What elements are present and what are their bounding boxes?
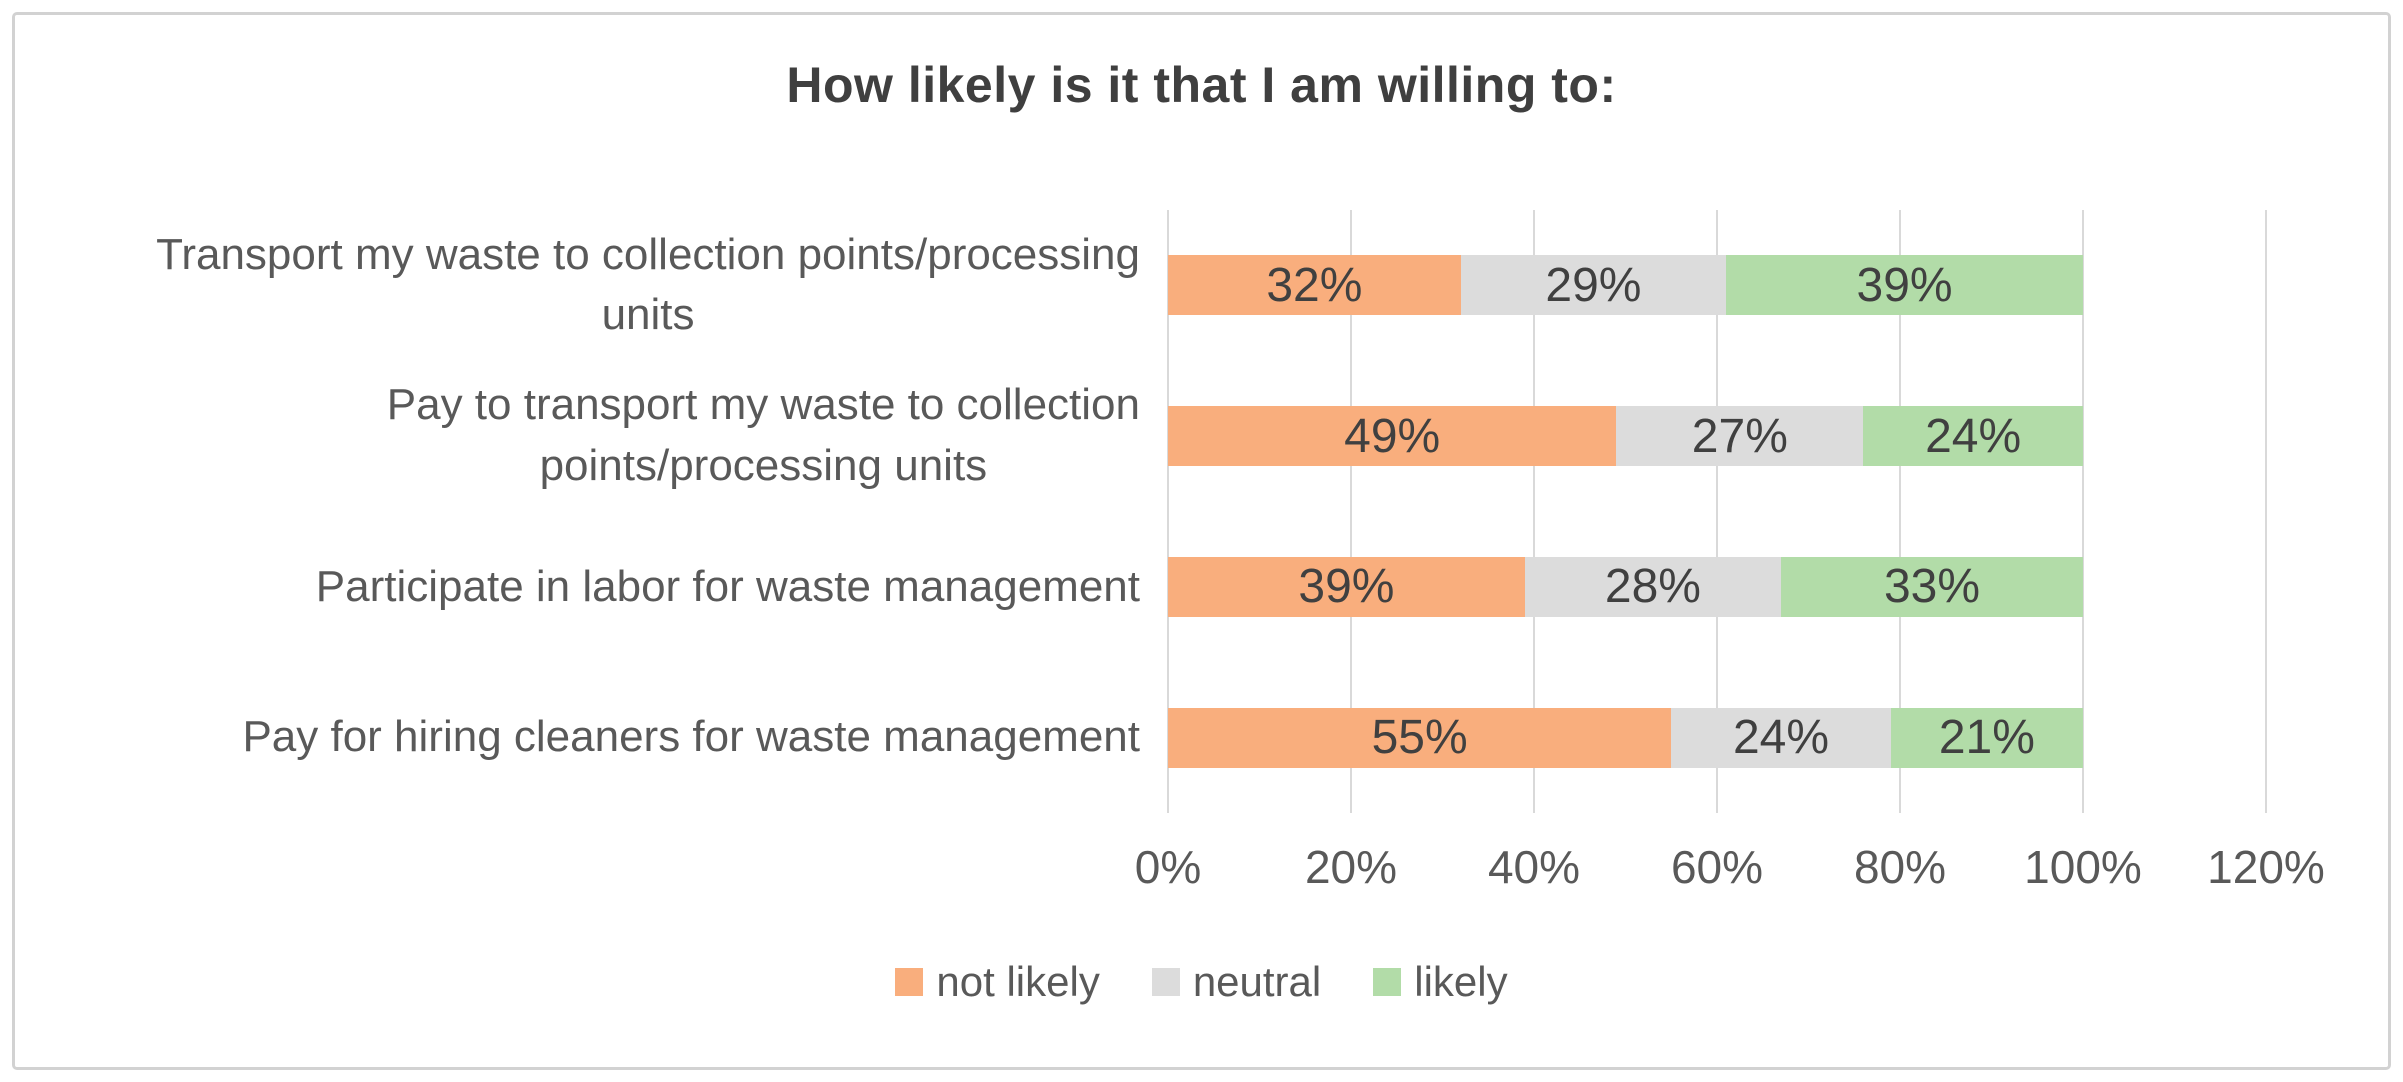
x-axis-tick-label: 120% [2207, 841, 2325, 893]
category-label: Transport my waste to collection points/… [156, 229, 1140, 340]
legend-swatch [895, 968, 924, 996]
data-label: 29% [1545, 258, 1642, 312]
chart-title: How likely is it that I am willing to: [786, 57, 1617, 113]
gridline [2265, 210, 2267, 813]
bar-segment-not-likely: 49% [1168, 406, 1617, 467]
legend: not likely neutral likely [0, 958, 2403, 1006]
bar-row: 39% 28% 33% [1168, 512, 2266, 663]
bar-segment-not-likely: 55% [1168, 707, 1672, 768]
data-label: 24% [1732, 711, 1830, 765]
legend-swatch [1151, 968, 1180, 996]
bar-segment-neutral: 24% [1671, 707, 1891, 768]
data-label: 33% [1883, 560, 1981, 614]
category-label: Pay to transport my waste to collection … [386, 380, 1140, 491]
legend-label: likely [1414, 958, 1508, 1005]
data-label: 21% [1938, 711, 2035, 765]
data-label: 39% [1298, 560, 1395, 614]
bar-segment-neutral: 28% [1524, 556, 1782, 617]
legend-item-not-likely: not likely [895, 958, 1100, 1006]
bar-segment-likely: 39% [1726, 255, 2083, 316]
stacked-bar: 55% 24% 21% [1168, 707, 2083, 768]
bar-segment-neutral: 29% [1460, 255, 1727, 316]
x-axis-tick-label: 40% [1487, 841, 1581, 893]
data-label: 32% [1266, 258, 1363, 312]
bar-row: 49% 27% 24% [1168, 361, 2266, 512]
bar-row: 55% 24% 21% [1168, 662, 2266, 813]
legend-item-likely: likely [1373, 958, 1508, 1006]
gridline [2082, 210, 2084, 813]
category-label: Participate in labor for waste managemen… [315, 561, 1140, 611]
legend-label: neutral [1192, 958, 1322, 1005]
x-axis-tick-label: 80% [1853, 841, 1947, 893]
category-row: Participate in labor for waste managemen… [28, 512, 1140, 663]
bar-segment-neutral: 27% [1616, 406, 1864, 467]
category-label: Pay for hiring cleaners for waste manage… [242, 712, 1140, 762]
x-axis-tick-label: 100% [2024, 841, 2142, 893]
x-axis-tick-label: 60% [1670, 841, 1764, 893]
data-label: 39% [1856, 258, 1953, 312]
data-label: 49% [1344, 409, 1441, 463]
data-label: 55% [1371, 711, 1468, 765]
bar-row: 32% 29% 39% [1168, 210, 2266, 361]
legend-swatch [1373, 968, 1402, 996]
gridline [1167, 210, 1169, 813]
data-label: 27% [1691, 409, 1788, 463]
stacked-bar: 32% 29% 39% [1168, 255, 2083, 316]
x-axis: 0% 20% 40% 60% 80% 100% 120% [1135, 840, 2325, 900]
x-axis-tick-label: 20% [1304, 841, 1398, 893]
bar-segment-likely: 33% [1781, 556, 2083, 617]
bar-segment-likely: 21% [1890, 707, 2083, 768]
stacked-bar: 39% 28% 33% [1168, 556, 2083, 617]
category-row: Pay to transport my waste to collection … [28, 361, 1140, 512]
category-axis: Transport my waste to collection points/… [28, 210, 1140, 813]
bar-segment-not-likely: 32% [1168, 255, 1461, 316]
gridline [1349, 210, 1352, 813]
bar-segment-likely: 24% [1863, 406, 2083, 467]
stacked-bar: 49% 27% 24% [1168, 406, 2083, 467]
bars-layer: 32% 29% 39% 49% 27% 24% 39% 28% 33% 55% 24% 21% [1168, 210, 2266, 813]
gridline [1898, 210, 1901, 813]
category-row: Transport my waste to collection points/… [28, 210, 1140, 361]
legend-label: not likely [936, 958, 1100, 1005]
data-label: 28% [1604, 560, 1701, 614]
legend-item-neutral: neutral [1151, 958, 1322, 1006]
plot-area: 32% 29% 39% 49% 27% 24% 39% 28% 33% 55% 24% 21% [1167, 210, 2267, 813]
gridline [1532, 210, 1535, 813]
category-row: Pay for hiring cleaners for waste manage… [28, 662, 1140, 813]
bar-segment-not-likely: 39% [1168, 556, 1525, 617]
x-axis-tick-label: 0% [1134, 841, 1202, 893]
data-label: 24% [1925, 409, 2022, 463]
gridline [1716, 210, 1718, 813]
